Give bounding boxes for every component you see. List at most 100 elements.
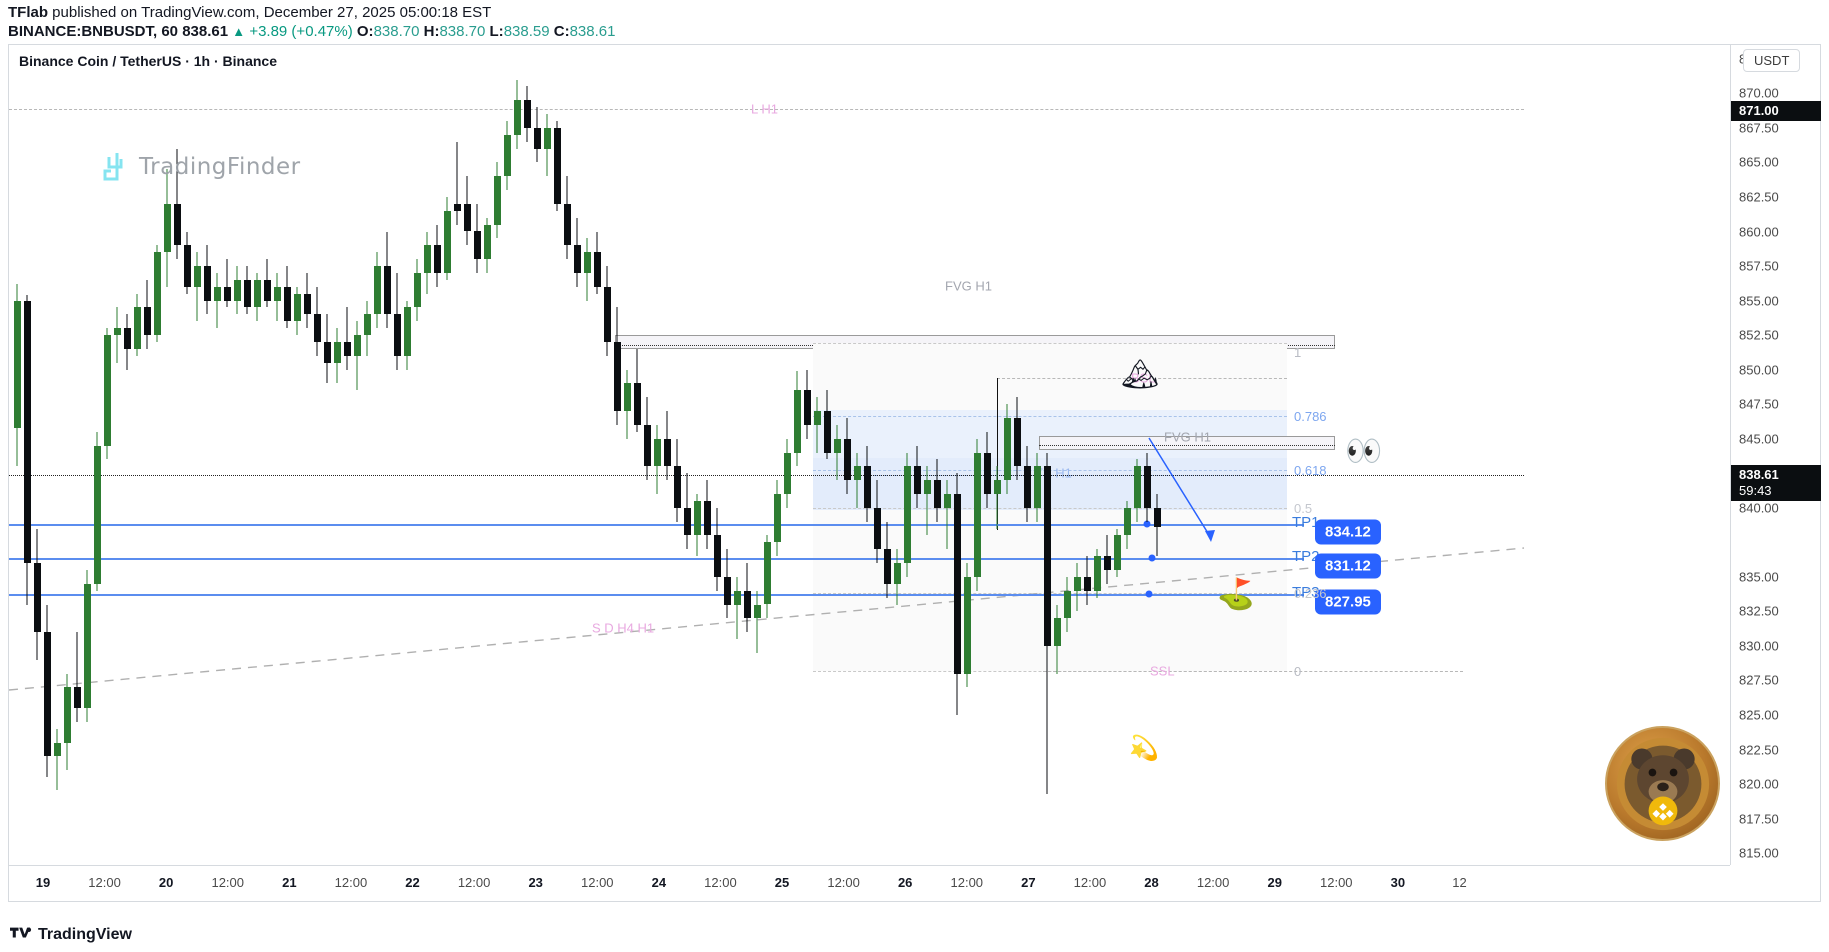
- tp3-line: [9, 594, 1304, 596]
- candle: [733, 576, 741, 640]
- candle-body: [933, 480, 941, 508]
- candle: [493, 162, 501, 239]
- candle-body: [233, 279, 241, 301]
- tp2-entry-dot: [1148, 554, 1156, 562]
- high-price-tag: 871.00: [1731, 101, 1821, 121]
- candle: [183, 231, 191, 294]
- candle-body: [1153, 507, 1161, 527]
- time-tick: 23: [528, 875, 543, 890]
- price-tick: 860.00: [1739, 224, 1779, 239]
- tp3-entry-dot: [1145, 590, 1153, 598]
- candle-wick: [756, 590, 758, 653]
- time-axis[interactable]: 19 12:00 20 12:00 21 12:00 22 12:00 23 12:00 24 12:…: [9, 865, 1730, 901]
- publish-line-quote: BINANCE:BNBUSDT, 60 838.61 ▲ +3.89 (+0.4…: [8, 22, 1829, 41]
- candle: [333, 328, 341, 384]
- price-tick: 830.00: [1739, 638, 1779, 654]
- price-tick: 845.00: [1739, 431, 1779, 447]
- candle: [693, 493, 701, 557]
- candle: [13, 284, 21, 467]
- candle-body: [893, 563, 901, 584]
- low-value: 838.59: [503, 23, 550, 40]
- candle: [763, 535, 771, 619]
- candle: [563, 176, 571, 260]
- candle: [93, 431, 101, 591]
- candle: [963, 563, 971, 688]
- candle: [993, 466, 1001, 529]
- time-tick: 12:00: [950, 875, 984, 890]
- candle: [813, 397, 821, 453]
- candle: [113, 307, 121, 363]
- time-tick: 12:00: [1320, 875, 1353, 890]
- candle-body: [293, 293, 301, 322]
- candle-body: [753, 604, 761, 619]
- time-tick: 12:00: [704, 875, 737, 890]
- time-tick: 24: [651, 875, 667, 890]
- tradingview-brand-text: TradingView: [38, 926, 132, 943]
- publish-line-author: TFlab published on TradingView.com, Dece…: [8, 3, 1829, 22]
- high-price-value: 871.00: [1739, 103, 1779, 118]
- candle-wick: [926, 466, 928, 536]
- candle-body: [523, 100, 531, 128]
- candle-body: [113, 328, 121, 336]
- open-label: O:: [356, 23, 374, 40]
- candle-body: [403, 307, 411, 356]
- candle: [653, 424, 661, 494]
- bsl-label: BSL: [1131, 370, 1156, 386]
- candle-body: [23, 300, 31, 564]
- candle-body: [983, 452, 991, 494]
- candle-body: [1143, 466, 1151, 508]
- candle-body: [673, 466, 681, 508]
- candle-body: [483, 224, 491, 260]
- candle: [913, 445, 921, 508]
- candle-body: [703, 500, 711, 536]
- chart-plot-area[interactable]: TradingFinder L H1 FVG H1 BSL FVG H1 TE …: [9, 45, 1730, 865]
- candle-wick: [226, 259, 228, 308]
- candle: [303, 272, 311, 329]
- tp1-entry-dot: [1143, 520, 1151, 528]
- candle-body: [223, 286, 231, 301]
- last-price-line: [9, 475, 1524, 476]
- candle: [873, 480, 881, 564]
- candle-body: [1133, 466, 1141, 508]
- candle: [623, 369, 631, 439]
- candle: [223, 259, 231, 308]
- watermark-text: TradingFinder: [139, 154, 301, 180]
- candle: [403, 300, 411, 370]
- low-label: L:: [489, 23, 504, 40]
- time-tick: 30: [1390, 875, 1406, 890]
- price-tick: 870.00: [1739, 85, 1779, 101]
- candle-body: [393, 314, 401, 356]
- candle-body: [1033, 466, 1041, 508]
- candle: [43, 604, 51, 778]
- candle-wick: [216, 272, 218, 329]
- candle: [1053, 604, 1061, 674]
- candle-body: [163, 203, 171, 253]
- candle: [1043, 452, 1051, 794]
- candle: [953, 473, 961, 716]
- candle-body: [1043, 466, 1051, 646]
- currency-chip[interactable]: USDT: [1743, 49, 1801, 72]
- candle-body: [343, 342, 351, 356]
- candle: [613, 307, 621, 425]
- candle-body: [1093, 556, 1101, 591]
- candle: [1153, 493, 1161, 557]
- supply-demand-label: S D H4 H1: [592, 620, 655, 636]
- candle-body: [1073, 576, 1081, 591]
- candle-body: [1103, 556, 1111, 570]
- candle-body: [663, 438, 671, 467]
- candle-body: [503, 134, 511, 177]
- price-tick: 850.00: [1739, 362, 1779, 378]
- candle-body: [423, 245, 431, 273]
- price-axis[interactable]: USDT 872.50870.00867.50865.00862.50860.0…: [1730, 45, 1821, 865]
- candle: [883, 521, 891, 598]
- candle-body: [123, 328, 131, 349]
- price-tick: 820.00: [1739, 776, 1779, 792]
- candle: [943, 480, 951, 550]
- candle: [1003, 404, 1011, 494]
- l-h1-label: L H1: [751, 101, 778, 117]
- tradingfinder-logo-icon: [103, 153, 123, 181]
- candle: [593, 231, 601, 294]
- bear-coin-icon: [1616, 737, 1709, 830]
- candle-body: [83, 583, 91, 709]
- price-tick: 865.00: [1739, 154, 1779, 170]
